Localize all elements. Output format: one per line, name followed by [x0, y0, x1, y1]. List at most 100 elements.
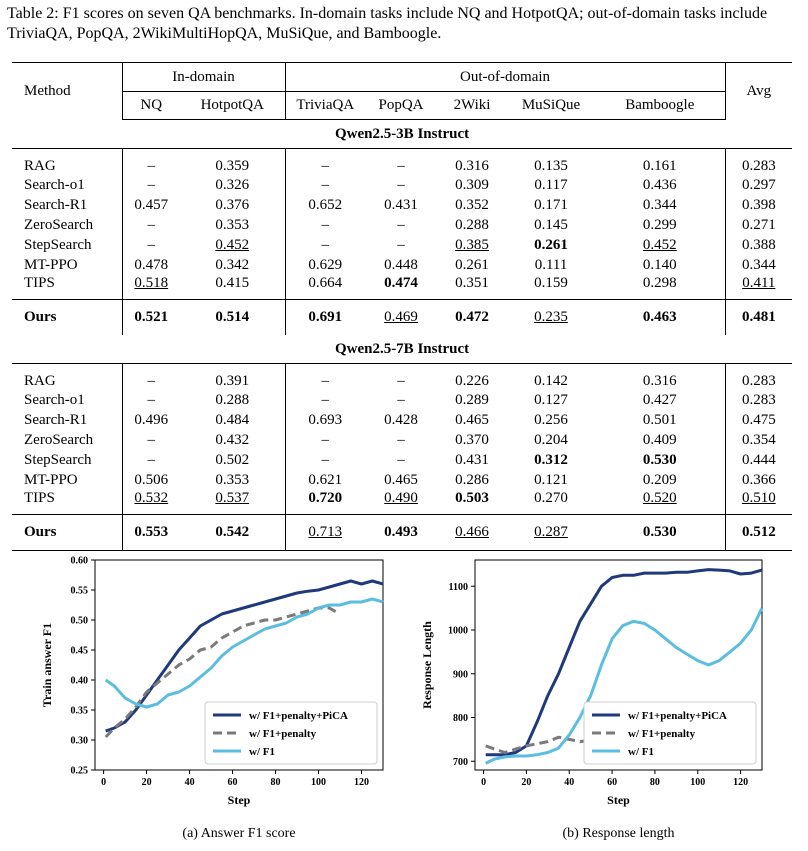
- value-cell: 0.720: [284, 490, 366, 515]
- cell-text: –: [321, 431, 330, 448]
- value-cell: 0.283: [724, 390, 793, 410]
- cell-text: 0.297: [741, 176, 776, 193]
- value-cell: –: [121, 175, 180, 195]
- cell-text: 0.444: [741, 451, 776, 468]
- cell-text: 0.502: [215, 451, 250, 468]
- value-cell: –: [365, 149, 437, 176]
- cell-text: 0.465: [384, 471, 418, 488]
- cell-text: –: [397, 391, 405, 408]
- cell-text: 0.427: [642, 391, 677, 408]
- y-tick-label: 0.35: [71, 706, 89, 717]
- cell-text: 0.478: [134, 256, 169, 273]
- value-cell: 0.286: [437, 470, 507, 490]
- value-cell: 0.502: [180, 450, 285, 470]
- y-tick-label: 0.60: [71, 556, 89, 567]
- cell-text: 0.506: [134, 471, 169, 488]
- chart: 0.25 0.30 0.35 0.40 0.45 0.50 0.55 0.60 0 20 40 60 8…: [40, 556, 384, 841]
- cell-text: 0.261: [455, 256, 489, 273]
- value-cell: –: [121, 450, 180, 470]
- value-cell: 0.171: [507, 195, 595, 215]
- cell-text: –: [397, 431, 405, 448]
- cell-text: –: [397, 216, 405, 233]
- cell-text: –: [321, 451, 330, 468]
- value-cell: 0.448: [365, 255, 437, 275]
- cell-text: 0.270: [534, 490, 568, 506]
- value-cell: 0.510: [724, 490, 793, 515]
- x-axis-label: Step: [228, 793, 251, 807]
- value-cell: 0.271: [724, 215, 793, 235]
- cell-text: 0.431: [384, 196, 418, 213]
- cell-text: 0.530: [642, 451, 677, 468]
- value-cell: 0.283: [724, 148, 793, 175]
- table-row: TIPS 0.518 0.415 0.664 0.474 0.351 0.159 0.298 0…: [12, 275, 793, 300]
- plot-frame: [474, 559, 763, 771]
- value-cell: 0.299: [595, 215, 725, 235]
- method-cell: TIPS: [24, 490, 55, 506]
- value-cell: 0.127: [507, 390, 595, 410]
- table-row: MT-PPO 0.506 0.353 0.621 0.465 0.286 0.121 0.20…: [12, 470, 793, 490]
- value-cell: 0.472: [437, 299, 508, 335]
- value-cell: 0.370: [437, 430, 507, 450]
- header-cell: In-domain: [121, 62, 286, 92]
- value-cell: 0.288: [180, 390, 285, 410]
- value-cell: 0.298: [595, 275, 725, 300]
- value-cell: 0.316: [437, 149, 507, 176]
- value-cell: 0.204: [507, 430, 595, 450]
- value-cell: –: [121, 235, 180, 255]
- value-cell: 0.452: [180, 235, 285, 255]
- value-cell: 0.121: [507, 470, 595, 490]
- chart-caption: (a) Answer F1 score: [182, 826, 295, 841]
- value-cell: 0.432: [180, 430, 285, 450]
- legend-label: w/ F1: [628, 746, 654, 758]
- value-cell: 0.270: [507, 490, 595, 515]
- value-cell: –: [284, 175, 366, 195]
- x-tick-label: 60: [607, 777, 617, 788]
- cell-text: –: [147, 236, 156, 253]
- cell-text: 0.117: [534, 176, 568, 193]
- cell-text: 0.496: [134, 411, 169, 428]
- cell-text: 0.288: [455, 216, 489, 233]
- header-cell: Method: [24, 82, 71, 99]
- table-row: Search-o1 – 0.288 – – 0.289 0.127 0.427 0.283: [12, 390, 793, 410]
- value-cell: 0.530: [595, 450, 725, 470]
- y-tick-label: 1000: [448, 626, 468, 637]
- value-cell: 0.493: [365, 514, 438, 551]
- cell-text: 0.135: [534, 158, 568, 174]
- column-header: 2Wiki: [437, 91, 508, 120]
- method-cell: RAG: [24, 373, 56, 389]
- cell-text: 0.514: [215, 309, 250, 325]
- chart-caption: (b) Response length: [563, 826, 675, 841]
- value-cell: 0.391: [180, 364, 285, 391]
- cell-text: 0.161: [642, 158, 677, 174]
- value-cell: 0.542: [180, 514, 286, 551]
- cell-text: 0.256: [534, 411, 568, 428]
- cell-text: –: [321, 158, 330, 174]
- value-cell: 0.261: [507, 235, 595, 255]
- cell-text: 0.398: [741, 196, 776, 213]
- x-tick-label: 80: [650, 777, 660, 788]
- value-cell: –: [365, 215, 437, 235]
- cell-text: 0.359: [215, 158, 250, 174]
- value-cell: –: [284, 390, 366, 410]
- value-cell: –: [121, 390, 180, 410]
- cell-text: 0.121: [534, 471, 568, 488]
- table-row: ZeroSearch – 0.353 – – 0.288 0.145 0.299 0.271: [12, 215, 793, 235]
- value-cell: 0.288: [437, 215, 507, 235]
- cell-text: 0.388: [741, 236, 776, 253]
- header-cell: Out-of-domain: [284, 62, 726, 92]
- value-cell: –: [121, 215, 180, 235]
- value-cell: 0.518: [121, 275, 180, 300]
- table-row: RAG – 0.359 – – 0.316 0.135 0.161 0.283: [12, 148, 793, 176]
- cell-text: 0.463: [642, 309, 677, 325]
- value-cell: 0.117: [507, 175, 595, 195]
- cell-text: 0.469: [384, 309, 418, 325]
- method-cell: StepSearch: [24, 236, 92, 253]
- series-line: [485, 568, 763, 757]
- cell-text: 0.353: [215, 216, 250, 233]
- cell-text: 0.411: [742, 275, 776, 291]
- cell-text: –: [147, 158, 156, 174]
- value-cell: 0.537: [180, 490, 285, 515]
- method-cell: MT-PPO: [24, 471, 78, 488]
- chart: 700 800 900 1000 1100 0 20 40 60 80 100 120 Step Resp…: [420, 559, 764, 841]
- value-cell: 0.297: [724, 175, 793, 195]
